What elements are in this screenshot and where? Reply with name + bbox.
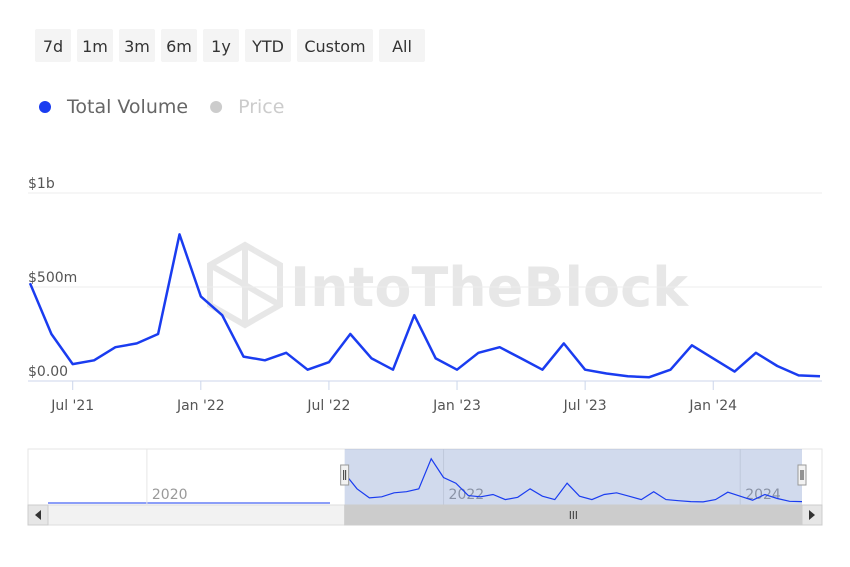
button-label[interactable]: 1y [211,37,231,56]
range-button[interactable]: All [379,29,425,62]
button-bg[interactable] [161,29,197,62]
range-button[interactable]: 3m [119,29,155,62]
button-label[interactable]: 3m [124,37,150,56]
x-tick-label: Jul '23 [563,398,607,414]
x-tick-label: Jan '23 [432,398,481,414]
y-tick-label: $1b [28,176,55,192]
button-bg[interactable] [35,29,71,62]
range-button[interactable]: YTD [245,29,291,62]
button-label[interactable]: All [392,37,412,56]
y-tick-label: $0.00 [28,364,68,380]
range-button[interactable]: 1m [77,29,113,62]
range-button[interactable]: 7d [35,29,71,62]
x-tick-label: Jan '24 [688,398,737,414]
button-label[interactable]: Custom [304,37,365,56]
x-tick-label: Jul '22 [306,398,350,414]
legend-symbol[interactable] [210,101,223,113]
range-button[interactable]: Custom [297,29,373,62]
y-tick-label: $500m [28,270,77,286]
button-bg[interactable] [297,29,373,62]
navigator-handle[interactable] [340,464,350,486]
arrow-left [35,510,41,520]
x-tick-label: Jul '21 [50,398,94,414]
watermark-logo [207,241,283,329]
button-bg[interactable] [379,29,425,62]
arrow-right [809,510,815,520]
button-bg[interactable] [245,29,291,62]
button-label[interactable]: 1m [82,37,108,56]
button-label[interactable]: YTD [251,37,284,56]
legend-label[interactable]: Price [238,96,284,118]
button-bg[interactable] [203,29,239,62]
range-button[interactable]: 1y [203,29,239,62]
navigator-selection[interactable] [344,449,802,505]
legend-label[interactable]: Total Volume [66,96,188,118]
button-bg[interactable] [77,29,113,62]
button-label[interactable]: 6m [166,37,192,56]
button-label[interactable]: 7d [43,37,63,56]
navigator-tick-label: 2020 [152,487,188,503]
legend-symbol[interactable] [39,101,51,113]
x-tick-label: Jan '22 [176,398,225,414]
button-bg[interactable] [119,29,155,62]
range-button[interactable]: 6m [161,29,197,62]
line-series [28,233,821,379]
navigator-series [344,457,803,503]
navigator-handle[interactable] [797,464,807,486]
navigator-tick-label: 2022 [449,487,485,503]
